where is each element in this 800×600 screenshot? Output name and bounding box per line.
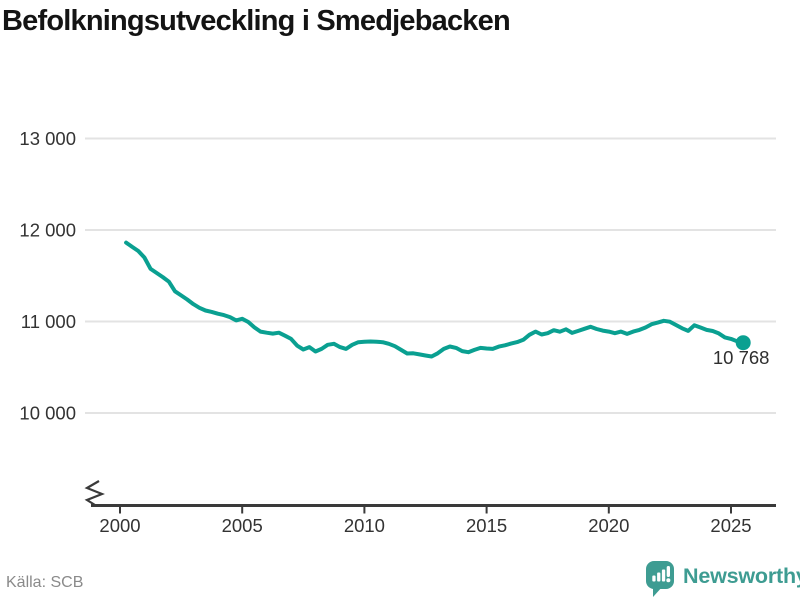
population-line	[124, 240, 746, 359]
end-point-marker	[735, 335, 751, 351]
x-tick-label: 2020	[588, 515, 629, 536]
y-tick-label: 12 000	[19, 220, 76, 241]
y-tick-label: 13 000	[19, 128, 76, 149]
x-tick-label: 2000	[99, 515, 140, 536]
x-tick-label: 2025	[710, 515, 751, 536]
y-tick-label: 11 000	[21, 311, 76, 332]
y-tick-label: 10 000	[19, 403, 76, 424]
newsworthy-logo-icon	[646, 561, 674, 597]
axis-break-icon	[84, 480, 105, 506]
x-tick-label: 2015	[466, 515, 507, 536]
source-credit: Källa: SCB	[6, 574, 84, 591]
newsworthy-logo[interactable]: Newsworthy	[645, 560, 800, 598]
chart-title: Befolkningsutveckling i Smedjebacken	[2, 5, 511, 37]
x-tick-label: 2005	[222, 515, 263, 536]
newsworthy-wordmark: Newsworthy	[683, 564, 800, 588]
x-tick-label: 2010	[344, 515, 385, 536]
end-value-label: 10 768	[713, 347, 770, 368]
